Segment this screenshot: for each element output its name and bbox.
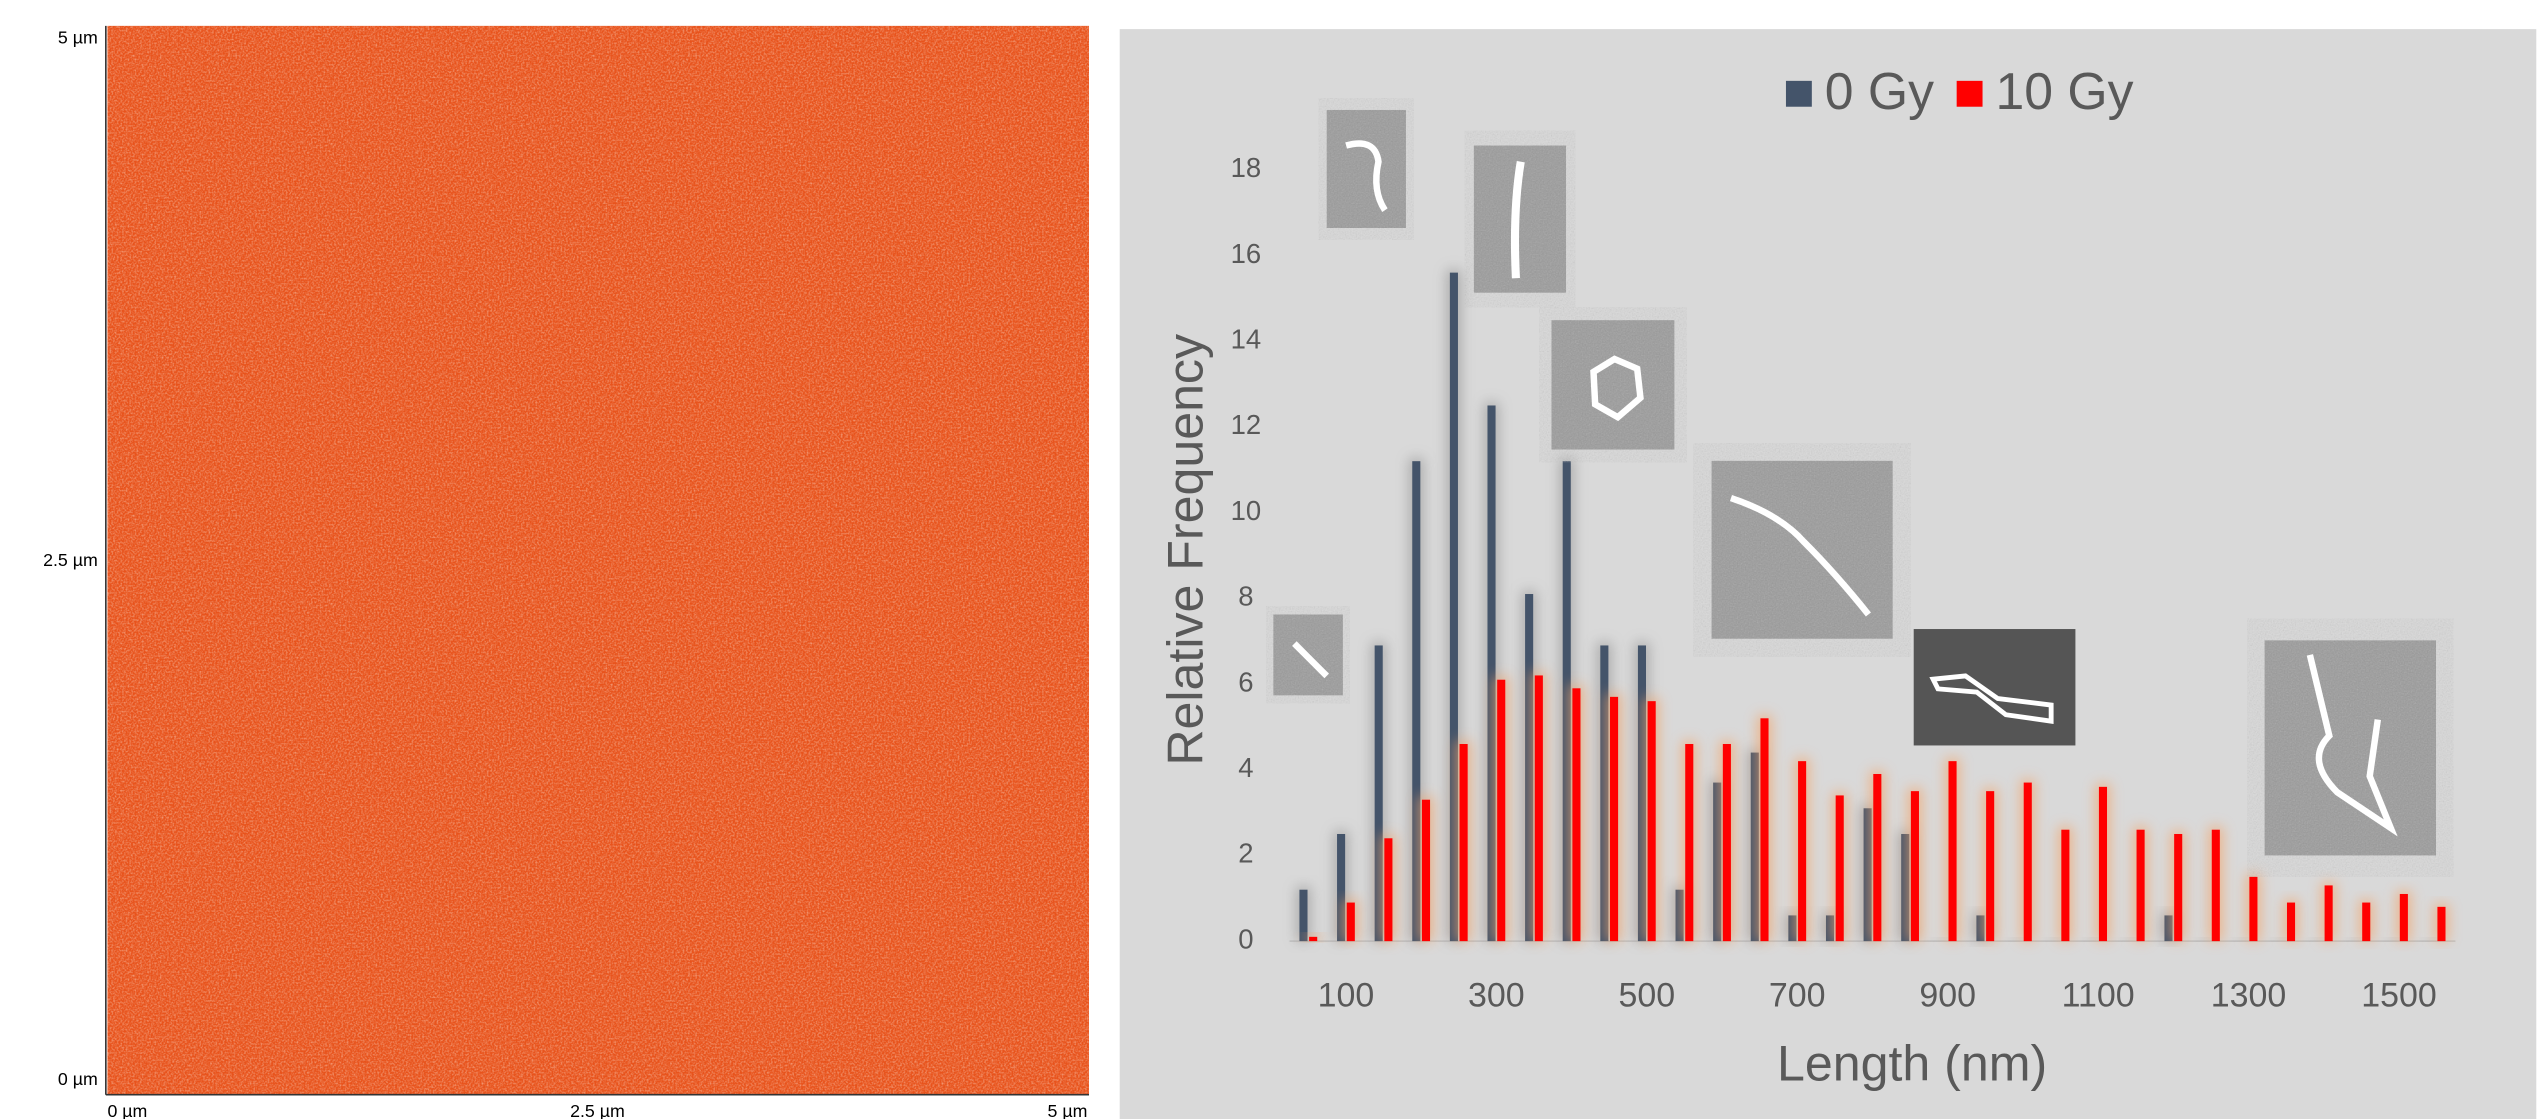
bar: [2137, 830, 2145, 941]
bar: [1873, 774, 1881, 941]
page: {"afm_image":{"y_ticks":["5 µm","2.5 µm"…: [0, 0, 2537, 1119]
legend-label: 10 Gy: [1995, 62, 2133, 120]
bar: [1836, 795, 1844, 941]
bar: [1497, 680, 1505, 941]
bar: [2437, 907, 2445, 941]
afm-x-tick: 0 µm: [107, 1101, 147, 1119]
figure: 5 µm 2.5 µm 0 µm 0 µm 2.5 µm 5 µm Relati…: [0, 0, 2537, 1119]
bar: [2024, 783, 2032, 942]
bar: [2249, 877, 2257, 941]
y-tick-label: 0: [1238, 923, 1253, 954]
y-tick-label: 4: [1238, 752, 1253, 783]
bar: [2212, 830, 2220, 941]
afm-texture: [107, 26, 1089, 1095]
x-tick-label: 300: [1468, 977, 1525, 1015]
bar: [1760, 718, 1768, 941]
legend-swatch: [1957, 81, 1983, 107]
bar: [1911, 791, 1919, 941]
afm-y-tick: 0 µm: [58, 1069, 98, 1089]
bar: [1610, 697, 1618, 941]
afm-y-tick: 5 µm: [58, 28, 98, 48]
inset: [1327, 110, 1406, 228]
bar: [1986, 791, 1994, 941]
bar: [2061, 830, 2069, 941]
x-tick-label: 1300: [2211, 977, 2287, 1015]
bar: [1948, 761, 1956, 941]
bar: [1685, 744, 1693, 941]
x-axis-title: Length (nm): [1777, 1035, 2047, 1091]
y-tick-label: 12: [1231, 409, 1262, 440]
x-tick-label: 1100: [2062, 977, 2135, 1015]
inset: [1474, 146, 1566, 293]
x-tick-label: 900: [1919, 977, 1976, 1015]
afm-y-tick: 2.5 µm: [43, 550, 98, 570]
bar: [2400, 894, 2408, 941]
y-tick-label: 16: [1231, 238, 1262, 269]
y-tick-label: 14: [1231, 323, 1262, 354]
y-axis-title: Relative Frequency: [1157, 334, 1213, 766]
afm-x-tick: 5 µm: [1048, 1101, 1088, 1119]
y-tick-label: 2: [1238, 838, 1253, 869]
y-tick-label: 6: [1238, 666, 1253, 697]
bar: [1798, 761, 1806, 941]
afm-x-tick: 2.5 µm: [570, 1101, 625, 1119]
bar: [1572, 688, 1580, 941]
bar: [1299, 890, 1307, 941]
inset: [2265, 640, 2436, 855]
y-tick-label: 18: [1231, 152, 1262, 183]
bar: [2287, 903, 2295, 942]
bar: [2174, 834, 2182, 941]
inset: [1273, 614, 1343, 695]
inset: [1712, 461, 1893, 639]
bar: [1422, 800, 1430, 941]
bar: [1648, 701, 1656, 941]
bar: [2325, 885, 2333, 941]
bar: [2099, 787, 2107, 941]
bar: [1535, 675, 1543, 941]
inset: [1551, 320, 1674, 449]
x-tick-label: 500: [1618, 977, 1675, 1015]
legend-label: 0 Gy: [1825, 62, 1934, 120]
x-tick-label: 700: [1769, 977, 1826, 1015]
y-tick-label: 8: [1238, 581, 1253, 612]
bar: [2362, 903, 2370, 942]
bar: [1347, 903, 1355, 942]
afm-panel: 5 µm 2.5 µm 0 µm 0 µm 2.5 µm 5 µm: [43, 26, 1089, 1119]
inset: [1914, 629, 2076, 745]
bar: [1384, 838, 1392, 941]
legend-swatch: [1786, 81, 1812, 107]
y-tick-label: 10: [1231, 495, 1262, 526]
bar: [1460, 744, 1468, 941]
bar: [1723, 744, 1731, 941]
x-tick-label: 100: [1318, 977, 1375, 1015]
bar: [1309, 937, 1317, 941]
x-tick-label: 1500: [2361, 977, 2437, 1015]
